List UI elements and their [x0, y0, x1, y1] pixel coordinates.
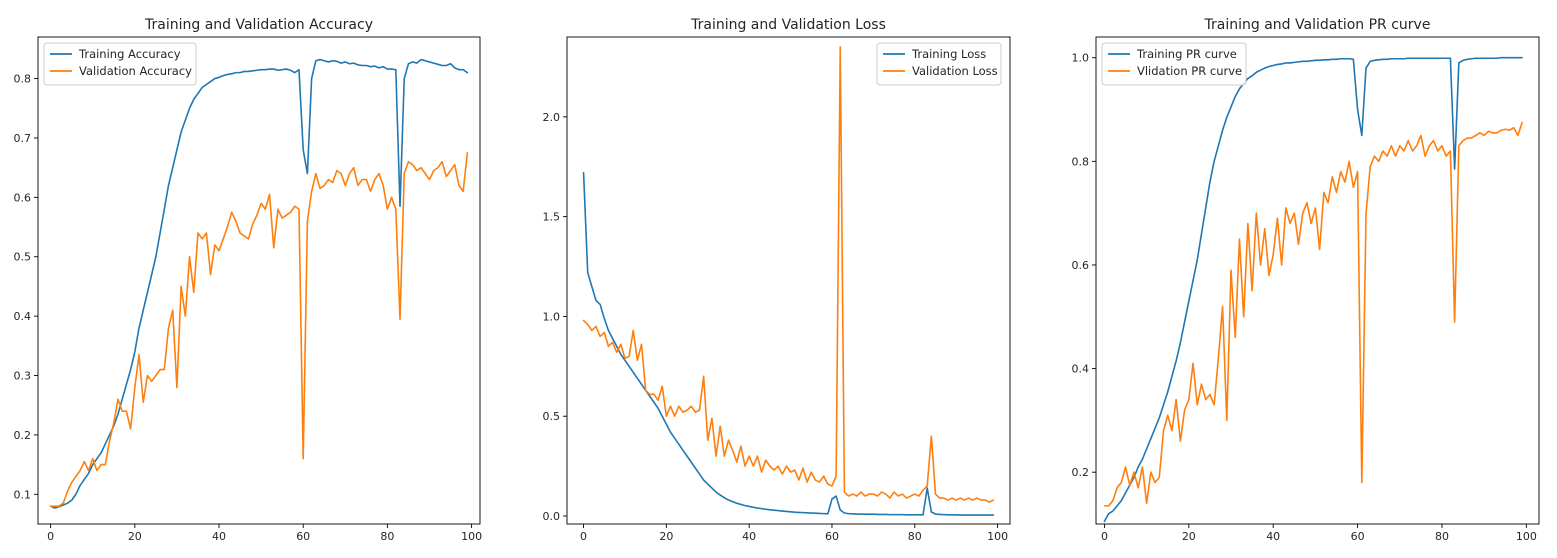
chart-loss: Training and Validation Loss 0 20 40 60 80 100…	[543, 17, 1011, 543]
legend-box	[1101, 42, 1247, 86]
legend-box	[876, 42, 1002, 86]
x-tick-label: 20	[1182, 530, 1196, 543]
y-tick-label: 0.2	[1072, 466, 1090, 479]
x-tick-label: 80	[908, 530, 922, 543]
y-tick-label: 0.3	[14, 370, 32, 383]
axes-frame	[1095, 36, 1540, 525]
chart-title: Training and Validation Accuracy	[144, 17, 373, 33]
legend-label: Training Loss	[911, 47, 986, 61]
x-tick-label: 40	[1266, 530, 1280, 543]
legend: Training Loss Validation Loss	[876, 42, 1002, 86]
y-tick-label: 0.1	[14, 488, 32, 501]
x-tick-label: 60	[296, 530, 310, 543]
axes-frame	[566, 36, 1011, 525]
chart-title: Training and Validation PR curve	[1204, 17, 1431, 33]
series-line-training	[582, 171, 995, 516]
x-tick-label: 0	[47, 530, 54, 543]
chart-pr-curve: Training and Validation PR curve 0 20 40 60 8…	[1072, 17, 1540, 543]
x-tick-label: 0	[580, 530, 587, 543]
y-tick-label: 1.0	[543, 310, 561, 323]
y-tick-label: 0.0	[543, 510, 561, 523]
y-tick-label: 0.6	[1072, 259, 1090, 272]
x-tick-label: 40	[212, 530, 226, 543]
x-tick-label: 20	[659, 530, 673, 543]
series-line-validation	[1103, 121, 1523, 507]
x-tick-label: 100	[1516, 530, 1537, 543]
y-tick-label: 0.8	[14, 73, 32, 86]
y-tick-label: 2.0	[543, 111, 561, 124]
axes-frame	[37, 36, 481, 525]
x-tick-label: 80	[1435, 530, 1449, 543]
x-tick-label: 60	[1351, 530, 1365, 543]
chart-title: Training and Validation Loss	[690, 17, 886, 33]
legend-label: Validation Loss	[912, 64, 998, 78]
x-tick-label: 0	[1101, 530, 1108, 543]
y-tick-label: 0.2	[14, 429, 32, 442]
y-tick-label: 1.0	[1072, 52, 1090, 65]
plot-area	[582, 46, 995, 516]
x-tick-label: 80	[380, 530, 394, 543]
y-tick-label: 0.7	[14, 132, 32, 145]
legend: Training PR curve Vlidation PR curve	[1101, 42, 1247, 86]
chart-accuracy: Training and Validation Accuracy 0 20 40 60 8…	[14, 17, 483, 543]
legend-box	[43, 42, 197, 86]
plot-area	[49, 58, 469, 509]
legend-label: Training Accuracy	[78, 47, 181, 61]
x-tick-label: 100	[987, 530, 1008, 543]
series-line-training	[1103, 56, 1523, 523]
legend-label: Training PR curve	[1136, 47, 1237, 61]
series-line-validation	[582, 46, 995, 503]
plot-area	[1103, 56, 1523, 523]
x-tick-label: 40	[742, 530, 756, 543]
legend: Training Accuracy Validation Accuracy	[43, 42, 197, 86]
series-line-validation	[49, 152, 469, 507]
y-tick-label: 0.8	[1072, 155, 1090, 168]
legend-label: Vlidation PR curve	[1137, 64, 1242, 78]
legend-label: Validation Accuracy	[79, 64, 192, 78]
y-tick-label: 0.5	[543, 410, 561, 423]
y-tick-label: 0.4	[1072, 363, 1090, 376]
x-tick-label: 20	[128, 530, 142, 543]
y-tick-label: 0.5	[14, 251, 32, 264]
y-tick-label: 0.6	[14, 191, 32, 204]
y-tick-label: 0.4	[14, 310, 32, 323]
series-line-training	[49, 58, 469, 509]
x-tick-label: 100	[461, 530, 482, 543]
y-tick-label: 1.5	[543, 211, 561, 224]
x-tick-label: 60	[825, 530, 839, 543]
